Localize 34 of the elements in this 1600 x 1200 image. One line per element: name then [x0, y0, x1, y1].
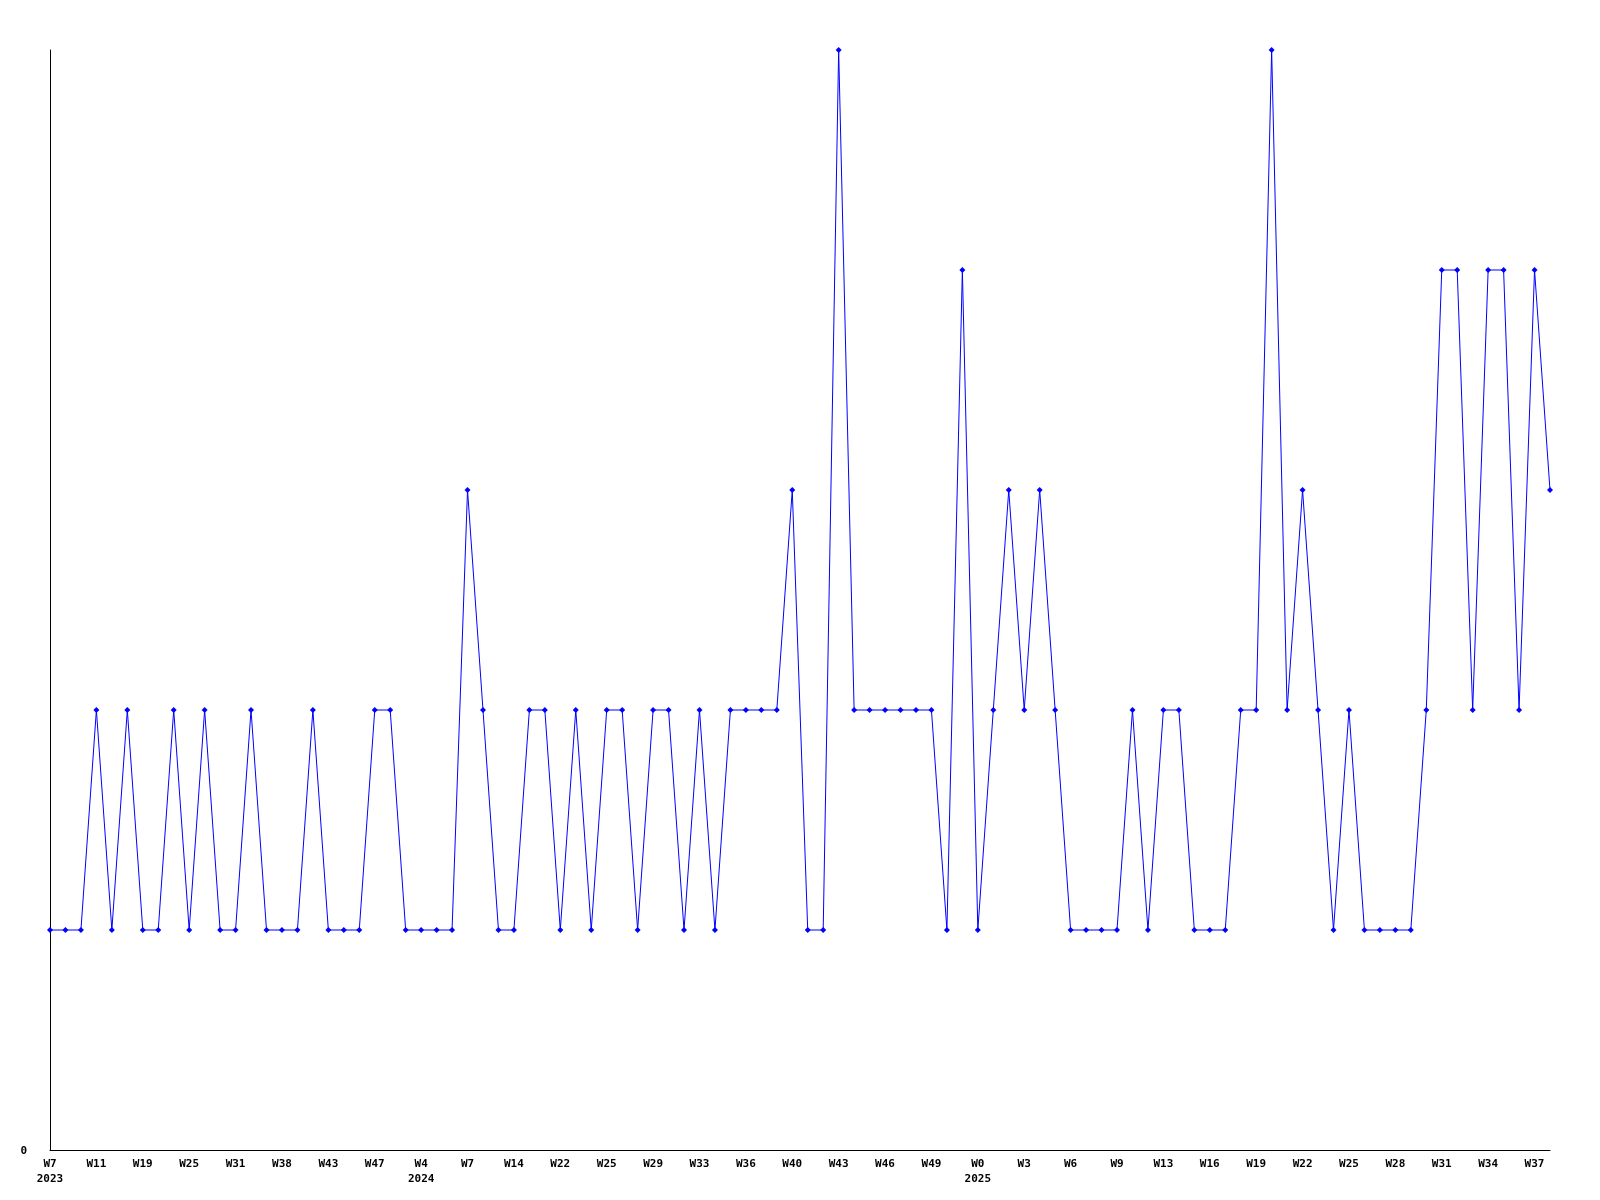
x-tick-label: W19	[132, 1157, 153, 1170]
text: 0	[20, 1143, 27, 1157]
x-tick-label: W22	[1292, 1157, 1313, 1170]
x-tick-label: W40	[782, 1157, 803, 1170]
x-tick-label: W29	[643, 1157, 664, 1170]
x-tick-label: W28	[1385, 1157, 1406, 1170]
x-tick-label: W3	[1017, 1157, 1031, 1170]
x-tick-label: W33	[689, 1157, 710, 1170]
x-tick-label: W25	[179, 1157, 200, 1170]
x-tick-label: W34	[1478, 1157, 1499, 1170]
x-tick-label: W37	[1524, 1157, 1545, 1170]
x-tick-label: W43	[828, 1157, 849, 1170]
x-tick-label: W25	[596, 1157, 617, 1170]
x-tick-label: W31	[1431, 1157, 1453, 1170]
x-tick-label: W49	[921, 1157, 942, 1170]
x-tick-label: W6	[1063, 1157, 1078, 1170]
x-tick-label: W25	[1339, 1157, 1359, 1170]
x-tick-label: W14	[503, 1157, 525, 1170]
x-tick-label: W7	[460, 1157, 475, 1170]
x-tick-label: W43	[318, 1157, 339, 1170]
x-tick-label: W31	[225, 1157, 246, 1170]
x-tick-label: W46	[875, 1157, 896, 1170]
x-tick-label: W38	[272, 1157, 292, 1170]
x-tick-label: W19	[1246, 1157, 1267, 1170]
x-tick-label: W0 2025	[964, 1157, 992, 1185]
x-tick-label: W7 2023	[36, 1157, 64, 1185]
x-tick-label: W4 2024	[407, 1157, 435, 1185]
x-tick-label: W13	[1153, 1157, 1174, 1170]
x-tick-label: W22	[550, 1157, 571, 1170]
x-tick-label: W36	[735, 1157, 757, 1170]
x-tick-label: W9	[1110, 1157, 1124, 1170]
x-tick-label: W11	[86, 1157, 107, 1170]
x-tick-label: W16	[1199, 1157, 1221, 1170]
x-tick-label: W47	[364, 1157, 385, 1170]
